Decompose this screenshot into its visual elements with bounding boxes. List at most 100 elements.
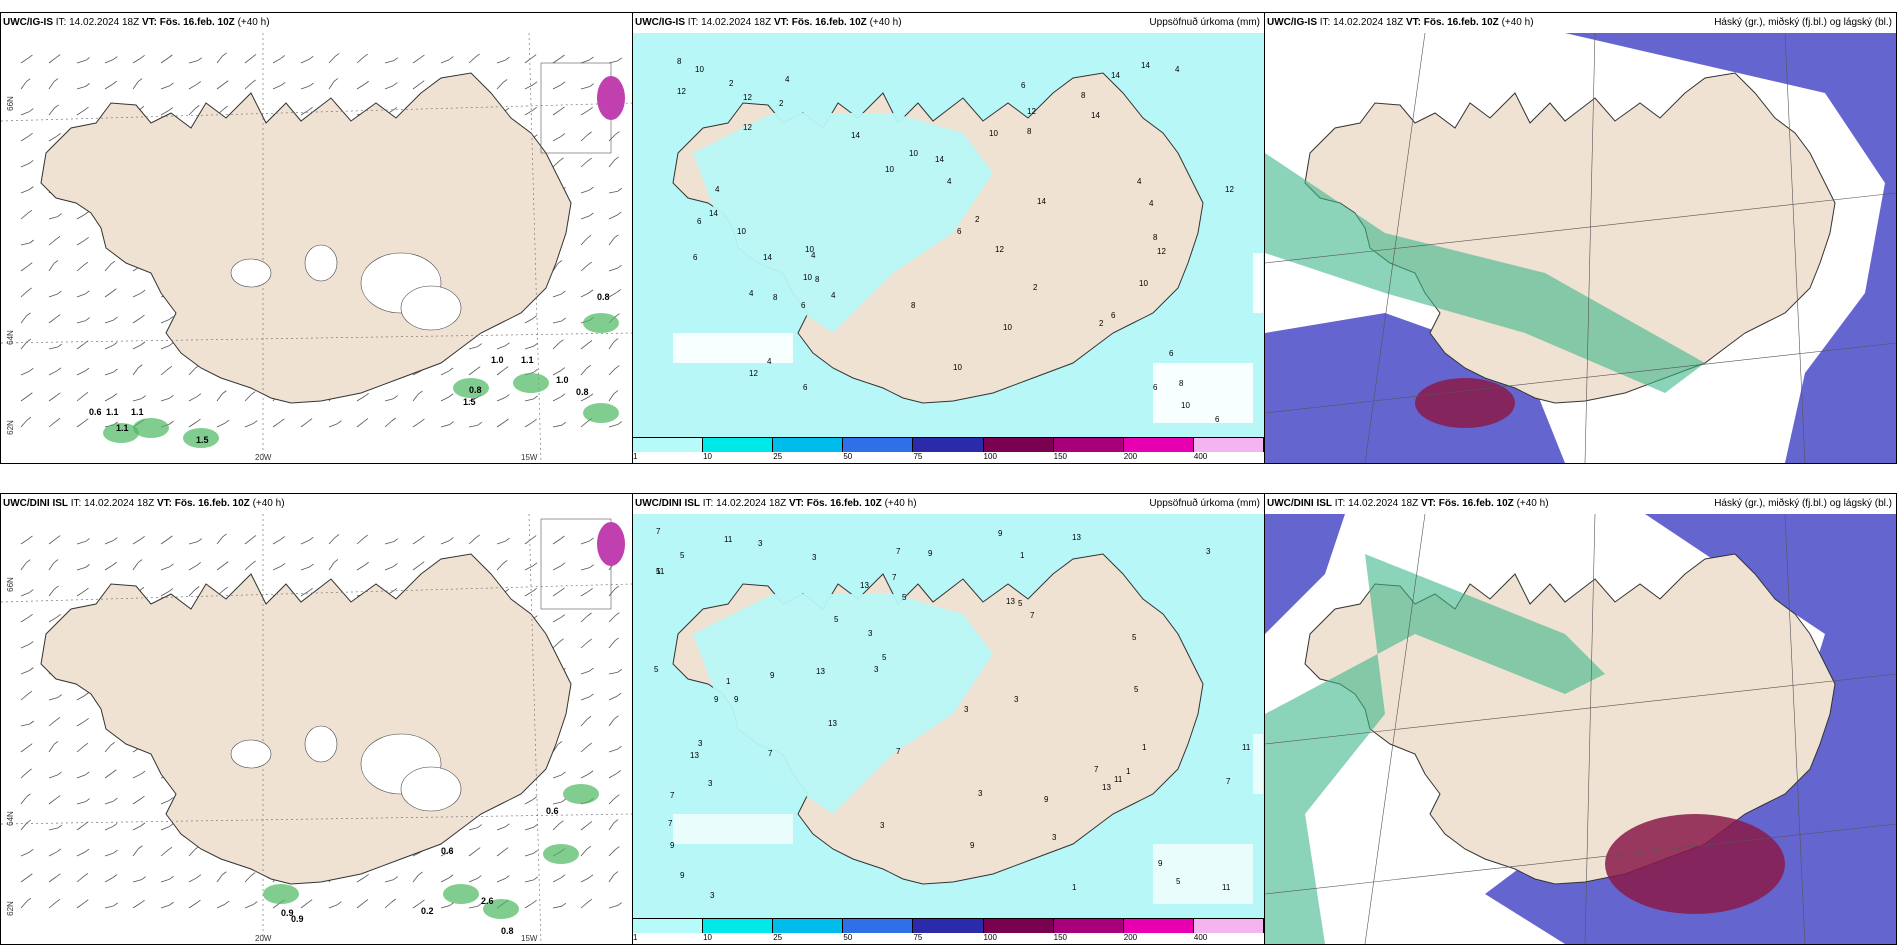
precip-colorbar: 1 10 25 50 75 100 150 200 400 xyxy=(633,437,1264,463)
wind-barb xyxy=(384,85,394,90)
wind-barb-flag xyxy=(308,587,313,592)
precip-value-label: 1.5 xyxy=(463,397,476,407)
colorbar-cell xyxy=(1123,438,1194,452)
precip-amount-label: 11 xyxy=(724,535,733,544)
wind-barb-flag xyxy=(26,312,31,317)
wind-barb-flag xyxy=(251,54,257,58)
precip-amount-label: 11 xyxy=(1222,883,1231,892)
wind-barb xyxy=(552,617,562,623)
wind-barb xyxy=(188,84,197,90)
wind-barb-flag xyxy=(533,342,538,347)
graticule-line xyxy=(1265,673,1896,745)
wind-barb-flag xyxy=(137,559,143,563)
wind-barb-flag xyxy=(223,80,229,84)
wind-barb-flag xyxy=(532,418,537,423)
wind-barb xyxy=(216,564,225,571)
wind-barb xyxy=(328,562,335,571)
wind-barb-flag xyxy=(391,898,396,903)
wind-barb-flag xyxy=(532,315,538,319)
wind-barb xyxy=(104,905,114,909)
wind-barb-flag xyxy=(588,874,594,879)
graticule-line xyxy=(1,813,632,825)
wind-barb xyxy=(328,423,338,428)
wind-barb xyxy=(356,421,365,428)
wind-barb-flag xyxy=(196,899,201,904)
wind-barb-flag xyxy=(334,53,340,57)
wind-barb xyxy=(300,58,310,64)
precip-amount-label: 6 xyxy=(1111,311,1116,320)
wind-barb xyxy=(608,60,618,64)
wind-barb xyxy=(48,774,58,779)
wind-barb xyxy=(496,878,506,883)
wind-barb xyxy=(132,344,142,350)
wind-barb-flag xyxy=(28,132,33,137)
wind-barb-flag xyxy=(55,898,61,903)
wind-barb-flag xyxy=(112,393,118,397)
precip-amount-label: 3 xyxy=(1014,695,1019,704)
wind-barb-flag xyxy=(222,871,227,876)
wind-barb xyxy=(524,590,533,597)
wind-barb-flag xyxy=(83,261,89,266)
wind-barb-flag xyxy=(589,537,594,542)
precip-value-label: 1.1 xyxy=(106,407,119,417)
wind-barb-flag xyxy=(505,394,510,398)
wind-barb-flag xyxy=(533,850,538,854)
wind-barb xyxy=(384,879,394,883)
wind-barb xyxy=(48,798,57,805)
wind-barb-flag xyxy=(309,82,314,87)
wind-barb xyxy=(300,421,309,428)
precip-amount-label: 1 xyxy=(1072,883,1077,892)
wind-barb-flag xyxy=(589,693,594,698)
wind-barb-flag xyxy=(561,317,567,322)
wind-barb-flag xyxy=(28,535,33,540)
wind-barb-flag xyxy=(83,742,89,747)
wind-barb xyxy=(608,874,615,883)
wind-barb-flag xyxy=(589,83,594,87)
wind-barb-flag xyxy=(613,819,619,823)
wind-barb-flag xyxy=(532,562,538,567)
wind-barb-flag xyxy=(113,849,118,854)
wind-barb xyxy=(160,538,169,545)
wind-barb xyxy=(440,905,450,909)
wind-barb xyxy=(300,590,309,597)
wind-barb-flag xyxy=(477,824,482,828)
wind-barb-flag xyxy=(364,873,369,878)
wind-barb-flag xyxy=(168,54,173,59)
wind-barb-flag xyxy=(333,78,339,82)
wind-barb xyxy=(412,902,421,909)
precip-blob xyxy=(543,844,579,864)
precip-value-label: 2.6 xyxy=(481,896,494,906)
wind-barb xyxy=(468,346,478,350)
wind-barb-flag xyxy=(308,55,314,60)
precip-amount-label: 12 xyxy=(749,369,758,378)
precip-blob xyxy=(443,884,479,904)
wind-barb-flag xyxy=(589,667,594,672)
wind-barb xyxy=(48,81,55,90)
wind-barb xyxy=(552,590,561,597)
precip-value-label: 0.8 xyxy=(576,387,589,397)
wind-barb xyxy=(580,641,588,649)
graticule-line xyxy=(1,583,632,603)
wind-barb xyxy=(524,318,534,324)
wind-barb xyxy=(496,369,505,376)
wind-barb xyxy=(216,83,225,90)
precip-blob xyxy=(133,418,169,438)
wind-barb-flag xyxy=(56,392,61,397)
wind-barb-flag xyxy=(333,559,339,563)
wind-barb-flag xyxy=(56,613,61,618)
precip-amount-label: 4 xyxy=(947,177,952,186)
wind-barb xyxy=(328,537,336,545)
wind-barb xyxy=(300,539,310,545)
wind-barb xyxy=(76,720,85,727)
wind-barb-flag xyxy=(393,82,398,86)
precip-amount-label: 9 xyxy=(680,871,685,880)
precip-amount-label: 3 xyxy=(698,739,703,748)
colorbar-cell xyxy=(633,919,704,933)
wind-barb xyxy=(104,83,113,90)
wind-barb xyxy=(132,292,142,298)
wind-barb xyxy=(524,538,533,545)
wind-barb xyxy=(76,745,85,753)
precip-amount-label: 14 xyxy=(1037,197,1046,206)
wind-barb-flag xyxy=(617,668,623,673)
precip-amount-label: 4 xyxy=(831,291,836,300)
